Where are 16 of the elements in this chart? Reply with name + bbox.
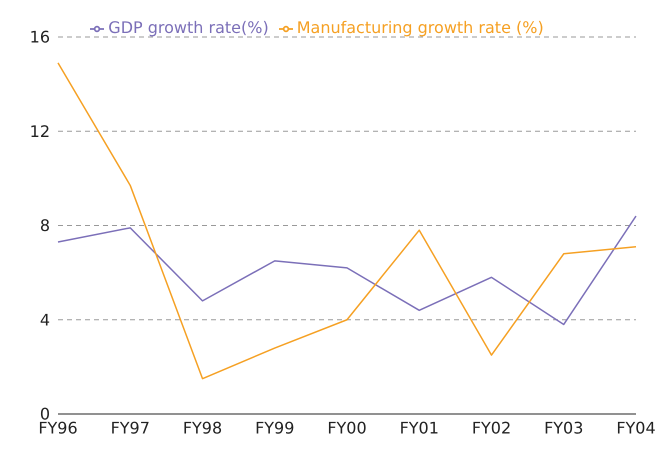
line-series <box>57 215 637 326</box>
x-tick-label: FY99 <box>255 418 294 438</box>
x-tick-label: FY98 <box>182 418 222 438</box>
x-tick-label: FY03 <box>544 418 584 438</box>
x-tick-label: FY04 <box>616 418 656 438</box>
y-tick-label: 4 <box>40 310 50 330</box>
y-tick-label: 16 <box>30 28 50 47</box>
y-tick-label: 12 <box>30 122 50 141</box>
x-tick-label: FY97 <box>110 418 150 438</box>
legend-label: Manufacturing growth rate (%) <box>296 18 544 37</box>
y-tick-label: 8 <box>40 216 50 236</box>
x-tick-label: FY00 <box>327 418 367 438</box>
x-tick-label: FY01 <box>400 418 439 438</box>
line-series <box>57 62 637 380</box>
x-tick-label: FY02 <box>472 418 512 438</box>
legend-label: GDP growth rate(%) <box>108 18 269 37</box>
